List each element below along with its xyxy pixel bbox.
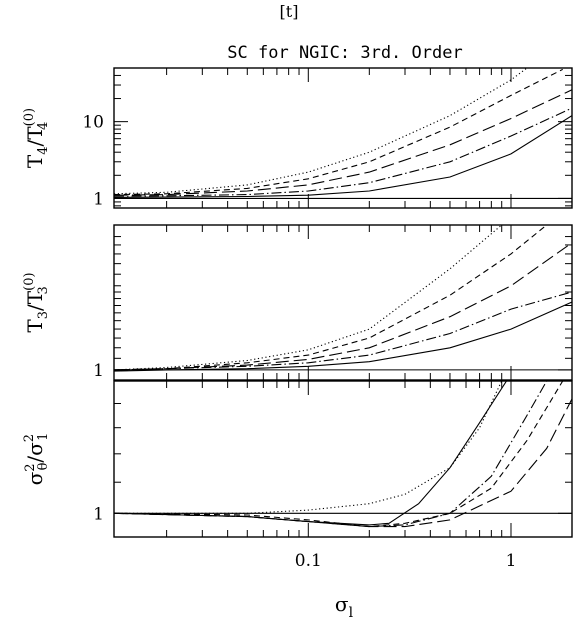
panel-t3-series-solid	[114, 301, 572, 372]
panel-var-curves	[114, 381, 572, 528]
x-axis-label-main: σ	[335, 592, 349, 616]
panel-t4-series-long-dashed	[114, 89, 572, 196]
x-axis-label-sub: l	[349, 605, 354, 621]
panel-var-series-long-dashed	[114, 398, 572, 528]
ylabel-den: σ	[23, 442, 47, 456]
ylabel-slash: /	[23, 456, 47, 463]
page-header: [t]	[280, 2, 299, 21]
panel-t3-series-long-dashed	[114, 242, 572, 371]
panel-t3-y-tick-label: 1	[93, 361, 104, 381]
ylabel-den-sub: 4	[36, 122, 51, 130]
ylabel-den-sub: 3	[36, 286, 51, 294]
panel-t4-series-dotted	[114, 68, 528, 195]
ylabel-sub: 4	[36, 146, 51, 154]
x-axis-label: σl	[335, 592, 354, 621]
ylabel-sub: 3	[36, 311, 51, 319]
panel-var-series-solid	[114, 381, 507, 526]
panel-t3-series-dotted	[114, 225, 503, 371]
ylabel-den: T	[23, 126, 47, 140]
panel-t4-ticks	[114, 67, 573, 208]
ylabel-den-sup: (0)	[22, 272, 37, 290]
x-tick-labels: 0.1 1	[295, 551, 517, 571]
panel-t4-curves	[114, 68, 572, 198]
panel-t4-frame	[113, 67, 573, 209]
panel-t4-series-solid	[114, 115, 572, 198]
ylabel-den: T	[23, 290, 47, 304]
panel-t4-ylabel: T4/T(0)4	[22, 108, 51, 168]
ylabel-slash: /	[23, 139, 47, 146]
panel-t3-curves	[114, 225, 572, 372]
panel-t3: T3/T(0)3 1	[22, 224, 573, 381]
chart-title: SC for NGIC: 3rd. Order	[227, 43, 462, 63]
panel-t4-y-tick-label: 10	[82, 113, 104, 133]
x-tick-label: 1	[506, 551, 517, 571]
panel-t3-series-dash-dot	[114, 291, 572, 371]
panel-t3-frame	[113, 224, 573, 381]
panel-t4-series-short-dashed	[114, 68, 563, 196]
panel-t4-series-dash-dot	[114, 107, 572, 197]
panel-var-series-dotted	[114, 381, 503, 514]
panel-t3-series-short-dashed	[114, 225, 548, 371]
x-tick-label: 0.1	[295, 551, 322, 571]
panel-var-frame	[113, 380, 573, 538]
panel-t3-ticks	[114, 225, 573, 380]
ylabel-den-sub: 1	[36, 433, 51, 441]
panel-var-ylabel: σ2θ/σ21	[22, 433, 51, 486]
panel-var: σ2θ/σ21 1	[22, 380, 573, 538]
panel-var-y-tick-label: 1	[93, 504, 104, 524]
ylabel-den-sup: 2	[22, 434, 37, 442]
ylabel-den-sup: (0)	[22, 108, 37, 126]
ylabel-slash: /	[23, 304, 47, 311]
ylabel-main: σ	[23, 471, 47, 485]
ylabel-main: T	[23, 319, 47, 333]
panel-var-series-short-dashed	[114, 381, 564, 528]
ylabel-sub: θ	[36, 462, 51, 470]
ylabel-main: T	[23, 154, 47, 168]
ylabel-sup: 2	[23, 463, 38, 471]
panel-t3-ylabel: T3/T(0)3	[22, 272, 51, 332]
panel-t4: T4/T(0)4 110	[22, 67, 573, 209]
panel-t4-y-tick-label: 1	[93, 189, 104, 209]
